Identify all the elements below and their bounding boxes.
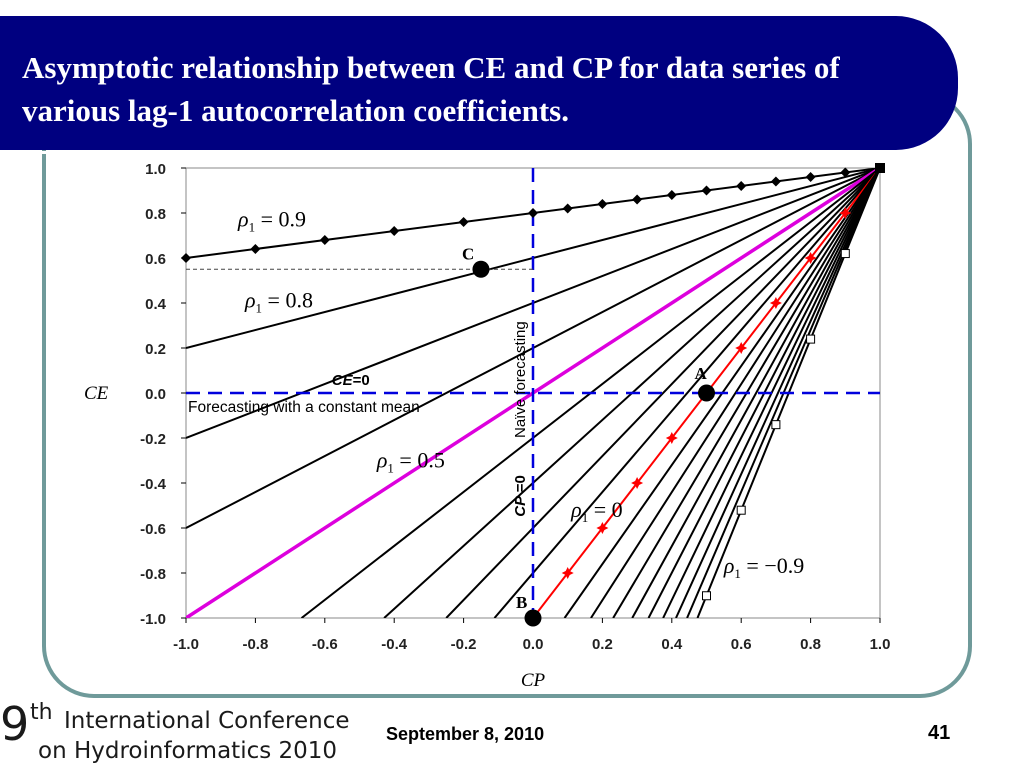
x-tick-label: 0.8 [800,636,821,653]
series-line [675,168,880,618]
y-tick-label: -0.4 [140,476,167,493]
ce-zero-sublabel: Forecasting with a constant mean [188,399,420,416]
star-marker [804,252,817,264]
rho-label: ρ1 = 0 [570,497,622,525]
x-tick-label: 0.4 [661,636,683,653]
x-tick-label: -1.0 [173,636,199,653]
diamond-marker [250,244,261,254]
diamond-marker [666,190,677,200]
star-marker [631,477,644,489]
star-marker [769,297,782,309]
x-tick-label: -0.6 [312,636,338,653]
y-tick-label: 0.0 [145,386,166,403]
y-tick-label: 0.2 [145,341,166,358]
square-marker [702,591,711,601]
square-marker [736,505,746,515]
y-tick-label: 1.0 [145,161,166,178]
diamond-marker [840,167,851,178]
series-line [493,168,880,618]
x-tick-label: 0.0 [523,636,544,653]
point-label-c: C [462,244,474,263]
diamond-marker [562,203,573,214]
diamond-marker [458,217,469,227]
point-a [698,384,715,402]
square-marker [771,420,781,430]
diamond-marker [319,235,330,245]
x-axis-label: CP [521,670,546,691]
diamond-marker [181,253,191,263]
point-label-b: B [516,593,527,612]
cp-zero-label: CP =0 [512,475,529,517]
slide-title: Asymptotic relationship between CE and C… [22,50,840,128]
point-b [524,609,542,627]
page-number: 41 [928,722,951,744]
y-tick-label: -0.8 [140,566,166,583]
convergence-marker [875,163,885,173]
square-marker [840,249,850,259]
star-marker [839,207,852,219]
logo-nine: 9 [0,697,30,751]
x-tick-label: 0.2 [592,636,613,653]
series-line [590,168,880,618]
title-banner: Asymptotic relationship between CE and C… [0,16,958,154]
y-tick-label: 0.4 [145,296,167,313]
logo-line-1: International Conference [64,708,350,734]
rho-label: ρ1 = −0.9 [723,553,804,581]
rho-label: ρ1 = 0.8 [244,288,313,316]
footer-date: September 8, 2010 [386,724,545,744]
diamond-marker [701,185,712,196]
conference-logo: 9 th International Conference on Hydroin… [0,697,362,768]
cp-zero-sublabel: Naïve forecasting [512,321,529,438]
logo-line-2: on Hydroinformatics 2010 [38,738,338,764]
series-line [445,168,880,618]
rho-label: ρ1 = 0.9 [237,207,306,235]
y-tick-label: 0.8 [145,206,166,223]
x-tick-label: -0.8 [242,636,268,653]
diamond-marker [597,199,608,209]
x-tick-label: 1.0 [870,636,891,653]
y-tick-label: -0.2 [140,431,166,448]
diamond-marker [770,176,781,187]
point-c [472,260,490,278]
diamond-marker [389,226,400,236]
diamond-marker [736,181,747,191]
star-marker [596,522,609,534]
rho-label: ρ1 = 0.5 [376,447,445,475]
series-line [631,168,880,618]
diamond-marker [805,172,816,182]
square-marker [806,334,816,344]
title-underline [0,151,905,154]
diamond-marker [528,208,538,218]
x-tick-label: 0.6 [731,636,752,653]
logo-superscript: th [30,700,53,725]
star-marker [735,342,748,354]
point-label-a: A [695,364,708,383]
y-axis-label: CE [84,383,109,404]
diamond-marker [632,194,643,205]
ce-zero-label: CE=0 [332,372,370,389]
y-tick-label: 0.6 [145,251,166,268]
y-tick-label: -0.6 [140,521,166,538]
star-marker [561,567,574,579]
x-tick-label: -0.4 [381,636,408,653]
ce-cp-chart: -1.0 -0.8 -0.6 -0.4 -0.2 0.0 0.2 0.4 0.6 0.8 1.0 1.… [84,161,891,691]
y-tick-label: -1.0 [140,611,166,628]
x-tick-label: -0.2 [451,636,477,653]
star-marker [665,432,678,444]
